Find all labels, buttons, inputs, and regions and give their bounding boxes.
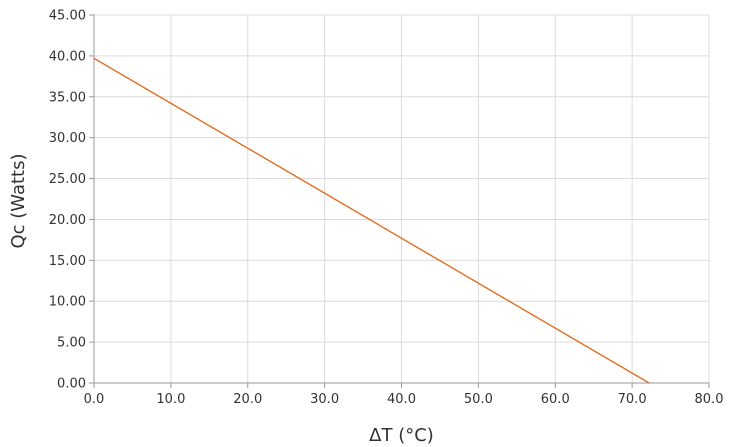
y-tick-label: 25.00	[49, 172, 86, 187]
axes	[89, 14, 710, 388]
y-tick-label: 45.00	[49, 9, 86, 24]
x-tick-label: 10.0	[156, 392, 185, 407]
y-tick-label: 5.00	[57, 336, 86, 351]
y-tick-label: 20.00	[49, 213, 86, 228]
x-tick-label: 80.0	[695, 392, 724, 407]
y-tick-label: 30.00	[49, 131, 86, 146]
y-tick-label: 0.00	[57, 377, 86, 392]
x-tick-label: 60.0	[541, 392, 570, 407]
grid	[93, 14, 710, 384]
x-tick-label: 0.0	[84, 392, 105, 407]
x-tick-label: 30.0	[310, 392, 339, 407]
y-tick-label: 10.00	[49, 295, 86, 310]
x-tick-label: 20.0	[233, 392, 262, 407]
y-tick-label: 35.00	[49, 90, 86, 105]
series	[93, 57, 650, 384]
y-tick-label: 15.00	[49, 254, 86, 269]
series-line	[93, 57, 650, 384]
y-tick-label: 40.00	[49, 49, 86, 64]
x-tick-label: 40.0	[387, 392, 416, 407]
x-axis-title: ΔT (°C)	[369, 425, 434, 446]
y-axis-title: Qc (Watts)	[8, 153, 29, 248]
tick-labels: 0.0 10.0 20.0 30.0 40.0 50.0 60.0 70.0 80.0 0.00 5…	[49, 9, 724, 408]
x-tick-label: 70.0	[618, 392, 647, 407]
x-tick-label: 50.0	[464, 392, 493, 407]
